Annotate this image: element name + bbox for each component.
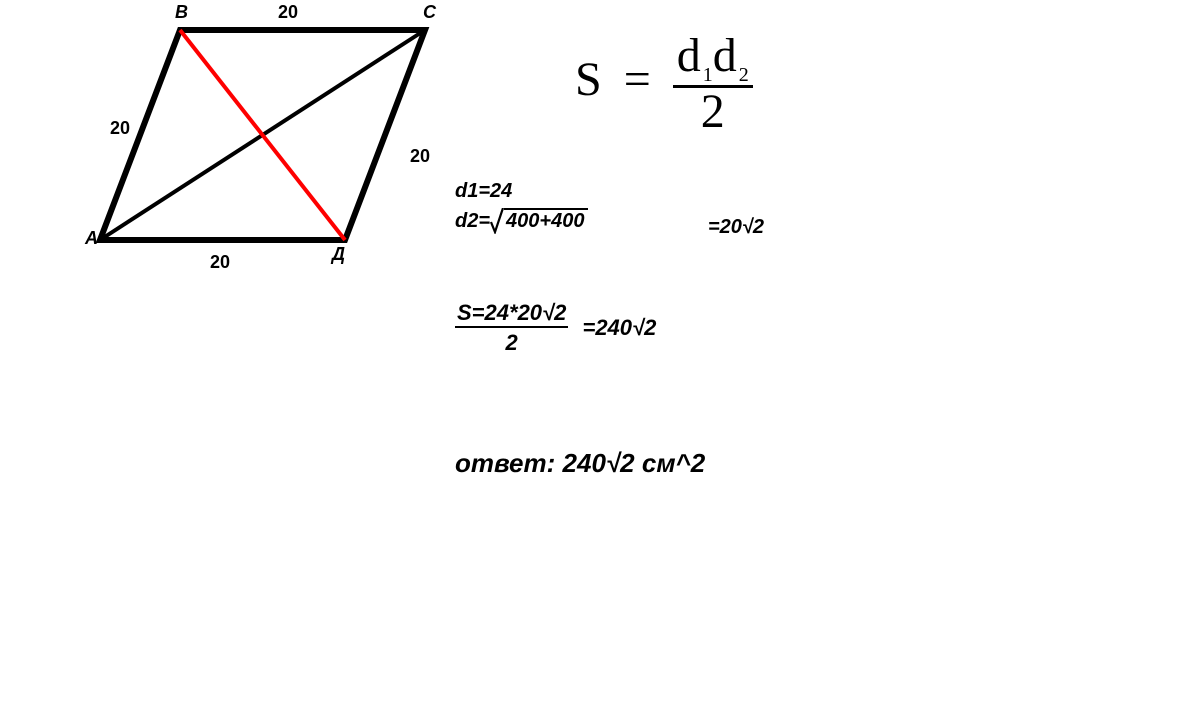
formula-denominator: 2: [673, 88, 753, 136]
answer-prefix: ответ:: [455, 448, 563, 478]
stage: A B C Д 20 20 20 20 S = d1d2 2 d1=24 d2=…: [0, 0, 1200, 705]
side-label-ad: 20: [210, 252, 230, 273]
d2-radicand: 400+400: [504, 208, 588, 233]
vertex-label-a: A: [85, 228, 98, 249]
area-formula: S = d1d2 2: [575, 32, 753, 136]
formula-equals: =: [614, 53, 661, 106]
side-label-ab: 20: [110, 118, 130, 139]
s-numer-value: 24*20√2: [485, 300, 567, 325]
s-fraction: S=24*20√2 2: [455, 300, 568, 356]
formula-numerator: d1d2: [673, 32, 753, 88]
diagonal-bd: [180, 30, 345, 240]
side-label-cd: 20: [410, 146, 430, 167]
s-calc-line: S=24*20√2 2 =240√2: [455, 300, 656, 356]
answer-value: 240√2 см^2: [563, 448, 706, 478]
d1-line: d1=24: [455, 180, 512, 203]
s-numerator: S=24*20√2: [455, 300, 568, 328]
s-denominator: 2: [455, 328, 568, 356]
formula-fraction: d1d2 2: [673, 32, 753, 136]
formula-d1-sub: 1: [701, 64, 713, 86]
s-prefix: S=: [457, 300, 485, 325]
d2-line: d2= 400+400: [455, 208, 588, 234]
formula-d1-d: d: [677, 29, 701, 82]
vertex-label-b: B: [175, 2, 188, 23]
sqrt-icon: 400+400: [490, 208, 588, 234]
vertex-label-d: Д: [332, 244, 345, 265]
formula-d2-d: d: [713, 29, 737, 82]
answer-line: ответ: 240√2 см^2: [455, 448, 705, 479]
d2-result: =20√2: [708, 216, 764, 239]
formula-d2-sub: 2: [737, 64, 749, 86]
side-label-bc: 20: [278, 2, 298, 23]
formula-s-symbol: S: [575, 53, 602, 106]
vertex-label-c: C: [423, 2, 436, 23]
d2-prefix: d2=: [455, 210, 490, 232]
s-result: =240√2: [574, 315, 656, 340]
